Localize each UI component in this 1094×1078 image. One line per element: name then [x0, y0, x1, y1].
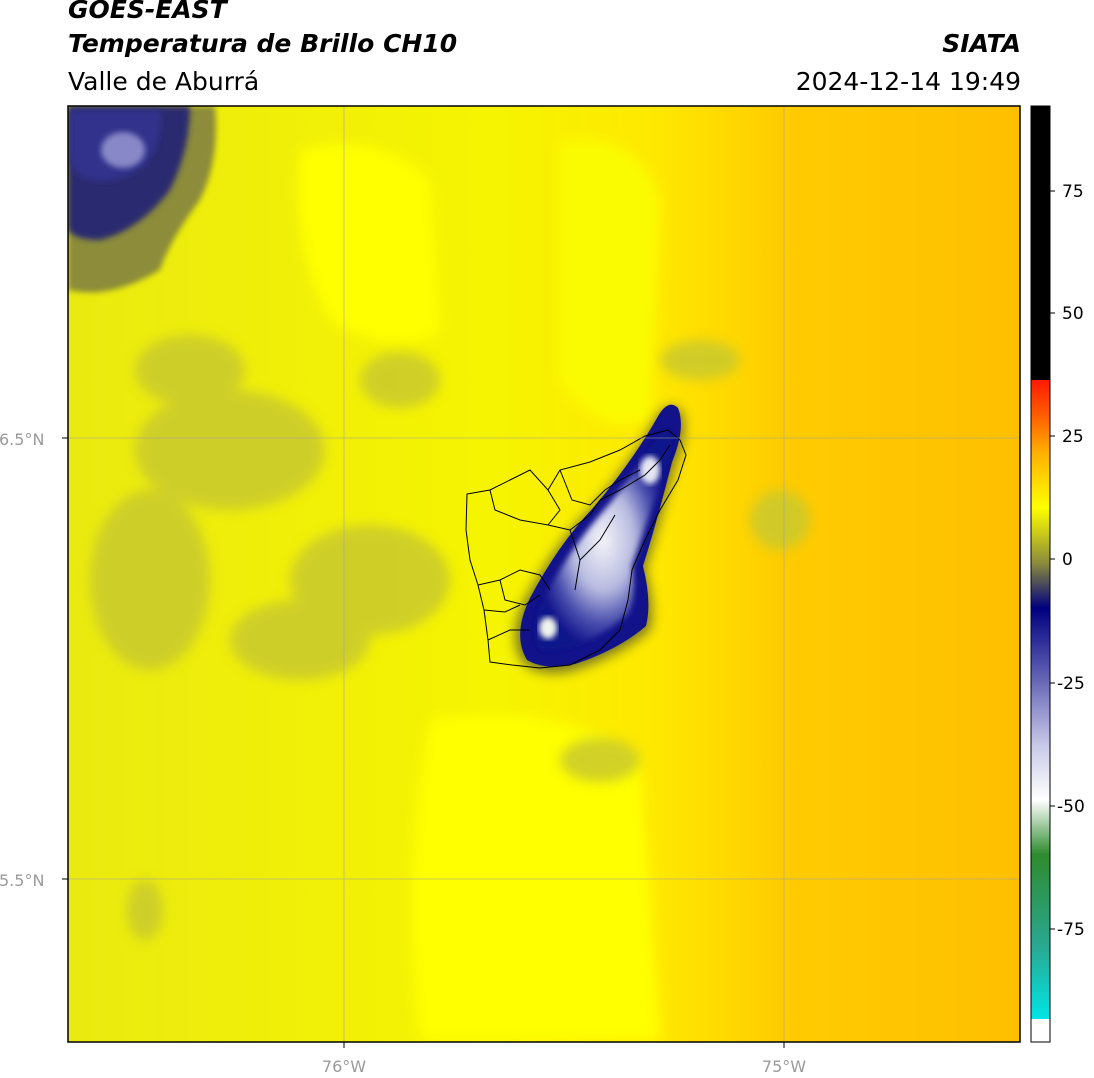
map-frame [67, 105, 1021, 1043]
colorbar-tick-75: 75 [1062, 182, 1084, 202]
colorbar-tick-25: 25 [1062, 427, 1084, 447]
colorbar-tick-minus-75: -75 [1057, 920, 1085, 940]
bright-yellow-regions [298, 138, 660, 1040]
lon-label-west: 76°W [322, 1057, 366, 1076]
northwest-cold-cloud [68, 106, 216, 293]
municipal-boundaries [465, 429, 687, 669]
colorbar-under-swatch [1031, 1019, 1050, 1042]
map-panel [68, 106, 1020, 1042]
product-title: Temperatura de Brillo CH10 [68, 29, 458, 58]
colorbar-tick-0: 0 [1062, 550, 1073, 570]
region-subtitle: Valle de Aburrá [68, 67, 260, 96]
lat-label-south: 5.5°N [0, 871, 44, 890]
organization-label: SIATA [942, 29, 1021, 58]
lat-label-north: 6.5°N [0, 430, 44, 449]
colorbar-tick-minus-25: -25 [1057, 674, 1085, 694]
gridlines [68, 106, 1020, 1042]
colorbar-gradient [1031, 106, 1050, 1019]
colorbar-tick-minus-50: -50 [1057, 797, 1085, 817]
lon-label-east: 75°W [762, 1057, 806, 1076]
colorbar-tick-50: 50 [1062, 304, 1084, 324]
olive-cloud-patches [90, 335, 810, 940]
colorbar: 75 50 25 0 -25 -50 -75 [1030, 105, 1085, 1043]
datetime-label: 2024-12-14 19:49 [795, 67, 1021, 96]
satellite-title: GOES-EAST [68, 0, 227, 24]
colorbar-frame [1030, 105, 1051, 1043]
axis-ticks [62, 437, 785, 1048]
